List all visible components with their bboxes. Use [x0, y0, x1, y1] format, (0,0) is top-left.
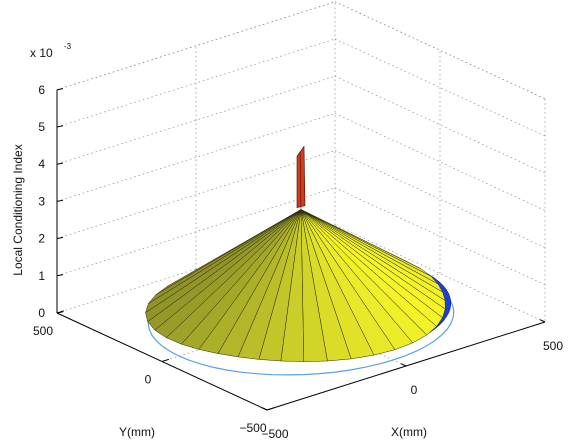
z-tick-label: 1	[38, 269, 45, 283]
z-tick-label: 3	[38, 194, 45, 208]
x-axis-label: X(mm)	[391, 425, 427, 439]
y-tick-label: 0	[145, 373, 152, 387]
z-tick-label: 2	[38, 232, 45, 246]
y-tick-label: 500	[33, 324, 53, 338]
grid-line	[56, 113, 336, 202]
x-tick-label: −500	[261, 427, 288, 441]
x-tick-labels: −500 0 500	[261, 339, 563, 441]
x-tick	[261, 407, 268, 411]
peak-spike	[296, 145, 306, 209]
x-tick-label: 0	[411, 383, 418, 397]
y-tick	[266, 407, 275, 411]
svg-text:x 10: x 10	[30, 46, 53, 60]
z-tick-label: 0	[38, 306, 45, 320]
z-tick	[56, 274, 64, 277]
svg-text:-3: -3	[64, 42, 72, 51]
surface-facet	[280, 209, 305, 362]
z-tick	[56, 88, 64, 91]
z-tick	[56, 162, 64, 165]
y-tick-label: −500	[239, 421, 266, 435]
y-axis-label: Y(mm)	[119, 425, 155, 439]
y-tick	[161, 358, 170, 362]
z-exponent-label: x 10 -3	[30, 42, 72, 60]
x-tick	[539, 319, 546, 323]
grid	[56, 1, 546, 367]
z-tick	[56, 236, 64, 240]
y-tick-labels: 500 0 −500	[33, 324, 267, 435]
z-tick-label: 6	[38, 83, 45, 97]
z-tick	[56, 125, 64, 128]
x-tick	[400, 363, 407, 367]
surface	[145, 145, 455, 376]
z-tick-labels: 0 1 2 3 4 5 6	[38, 83, 45, 320]
axes-box	[56, 88, 546, 411]
x-tick-label: 500	[543, 339, 563, 353]
z-axis-label: Local Conditioning Index	[11, 144, 25, 275]
grid-line	[56, 1, 336, 91]
peak-spike-edge	[299, 151, 302, 210]
z-tick	[56, 199, 64, 202]
z-tick-label: 4	[38, 157, 45, 171]
z-tick-label: 5	[38, 120, 45, 134]
y-tick	[56, 310, 65, 314]
